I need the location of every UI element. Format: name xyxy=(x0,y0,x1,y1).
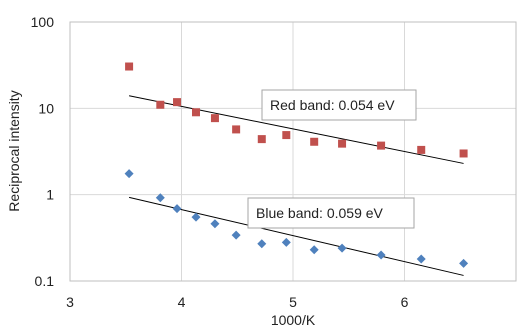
annotation-blue: Blue band: 0.059 eV xyxy=(247,197,415,229)
red-data-point xyxy=(257,135,266,144)
blue-data-point xyxy=(416,254,426,264)
grid-layer xyxy=(69,21,517,282)
x-tick-label: 3 xyxy=(66,294,74,310)
blue-data-point xyxy=(309,245,319,255)
annotation-red-text: Red band: 0.054 eV xyxy=(270,97,395,113)
y-tick-label: 1 xyxy=(46,187,54,203)
x-tick-label: 6 xyxy=(401,294,409,310)
plot-area-frame xyxy=(69,21,517,282)
blue-data-point xyxy=(459,258,469,268)
annotation-red: Red band: 0.054 eV xyxy=(261,89,417,121)
data-points xyxy=(124,62,469,268)
y-tick-label: 100 xyxy=(31,14,55,30)
blue-data-point xyxy=(172,204,182,214)
blue-data-point xyxy=(337,243,347,253)
annotation-blue-box xyxy=(247,197,415,229)
blue-data-point xyxy=(210,219,220,229)
y-axis-title: Reciprocal intensity xyxy=(6,90,22,211)
red-data-point xyxy=(338,139,347,148)
x-tick-label: 4 xyxy=(178,294,186,310)
red-data-point xyxy=(173,98,182,107)
blue-data-point xyxy=(124,169,134,179)
trendlines xyxy=(128,95,464,276)
blue-data-point xyxy=(376,250,386,260)
annotation-red-box xyxy=(261,89,417,121)
red-data-point xyxy=(210,114,219,123)
red-data-point xyxy=(282,131,291,140)
blue-data-point xyxy=(155,193,165,203)
blue-data-point xyxy=(231,230,241,240)
red-data-point xyxy=(125,62,134,71)
tick-labels: 3 4 5 6 0.1 1 10 100 xyxy=(31,14,409,310)
y-tick-label: 10 xyxy=(38,100,54,116)
red-data-point xyxy=(377,141,386,150)
blue-data-point xyxy=(281,237,291,247)
blue-data-point xyxy=(257,239,267,249)
red-data-point xyxy=(459,149,468,158)
red-data-point xyxy=(417,145,426,154)
y-tick-label: 0.1 xyxy=(35,273,55,289)
red-trendline xyxy=(128,95,464,164)
x-axis-title: 1000/K xyxy=(271,312,316,328)
red-data-point xyxy=(156,100,165,109)
blue-data-point xyxy=(191,212,201,222)
red-data-point xyxy=(191,108,200,117)
annotation-blue-text: Blue band: 0.059 eV xyxy=(256,205,384,221)
x-tick-label: 5 xyxy=(289,294,297,310)
red-data-point xyxy=(310,137,319,146)
red-data-point xyxy=(232,125,241,134)
blue-trendline xyxy=(128,196,464,276)
